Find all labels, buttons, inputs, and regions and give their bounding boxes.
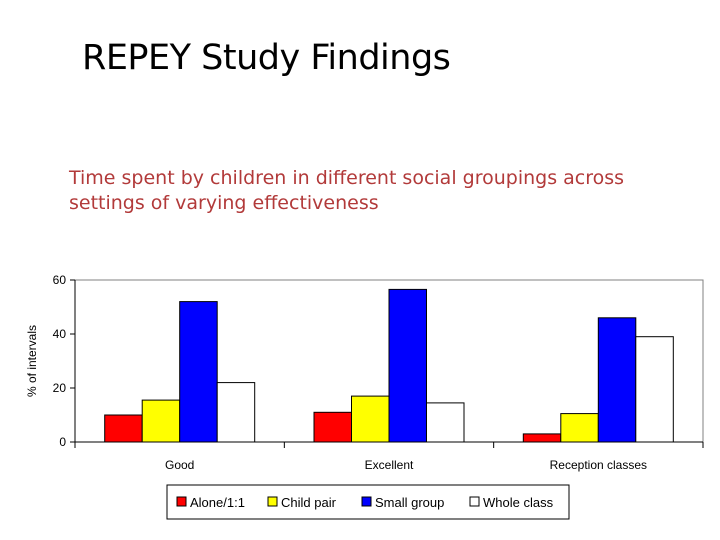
legend-label: Child pair [281, 495, 337, 510]
bar-small-group-good [179, 301, 218, 443]
x-category-label: Excellent [365, 458, 414, 472]
legend-label: Alone/1:1 [190, 495, 245, 510]
legend-label: Small group [375, 495, 444, 510]
y-tick-label: 40 [53, 327, 67, 341]
y-tick-label: 60 [53, 273, 67, 287]
bar-child-pair-reception-classes [560, 413, 599, 443]
legend-label: Whole class [483, 495, 554, 510]
bar-whole-class-good [216, 382, 256, 443]
bar-child-pair-excellent [351, 395, 390, 443]
legend-swatch [176, 496, 187, 507]
chart-subtitle: Time spent by children in different soci… [69, 167, 625, 214]
y-axis-title: % of intervals [25, 325, 39, 397]
bar-alone-1-1-reception-classes [522, 433, 562, 443]
legend-box [166, 484, 570, 520]
bar-small-group-reception-classes [597, 317, 637, 443]
slide-title: REPEY Study Findings [82, 38, 451, 78]
y-tick-label: 20 [53, 381, 67, 395]
bar-child-pair-good [141, 399, 181, 443]
bar-whole-class-reception-classes [635, 336, 674, 443]
bar-whole-class-excellent [426, 402, 465, 443]
legend-swatch [361, 496, 372, 507]
x-category-label: Good [165, 458, 194, 472]
bar-small-group-excellent [388, 288, 427, 443]
legend-swatch [469, 496, 480, 507]
y-tick-label: 0 [59, 435, 66, 449]
bar-alone-1-1-good [104, 414, 143, 443]
bar-alone-1-1-excellent [313, 411, 352, 443]
legend-swatch [267, 496, 278, 507]
x-category-label: Reception classes [550, 458, 647, 472]
